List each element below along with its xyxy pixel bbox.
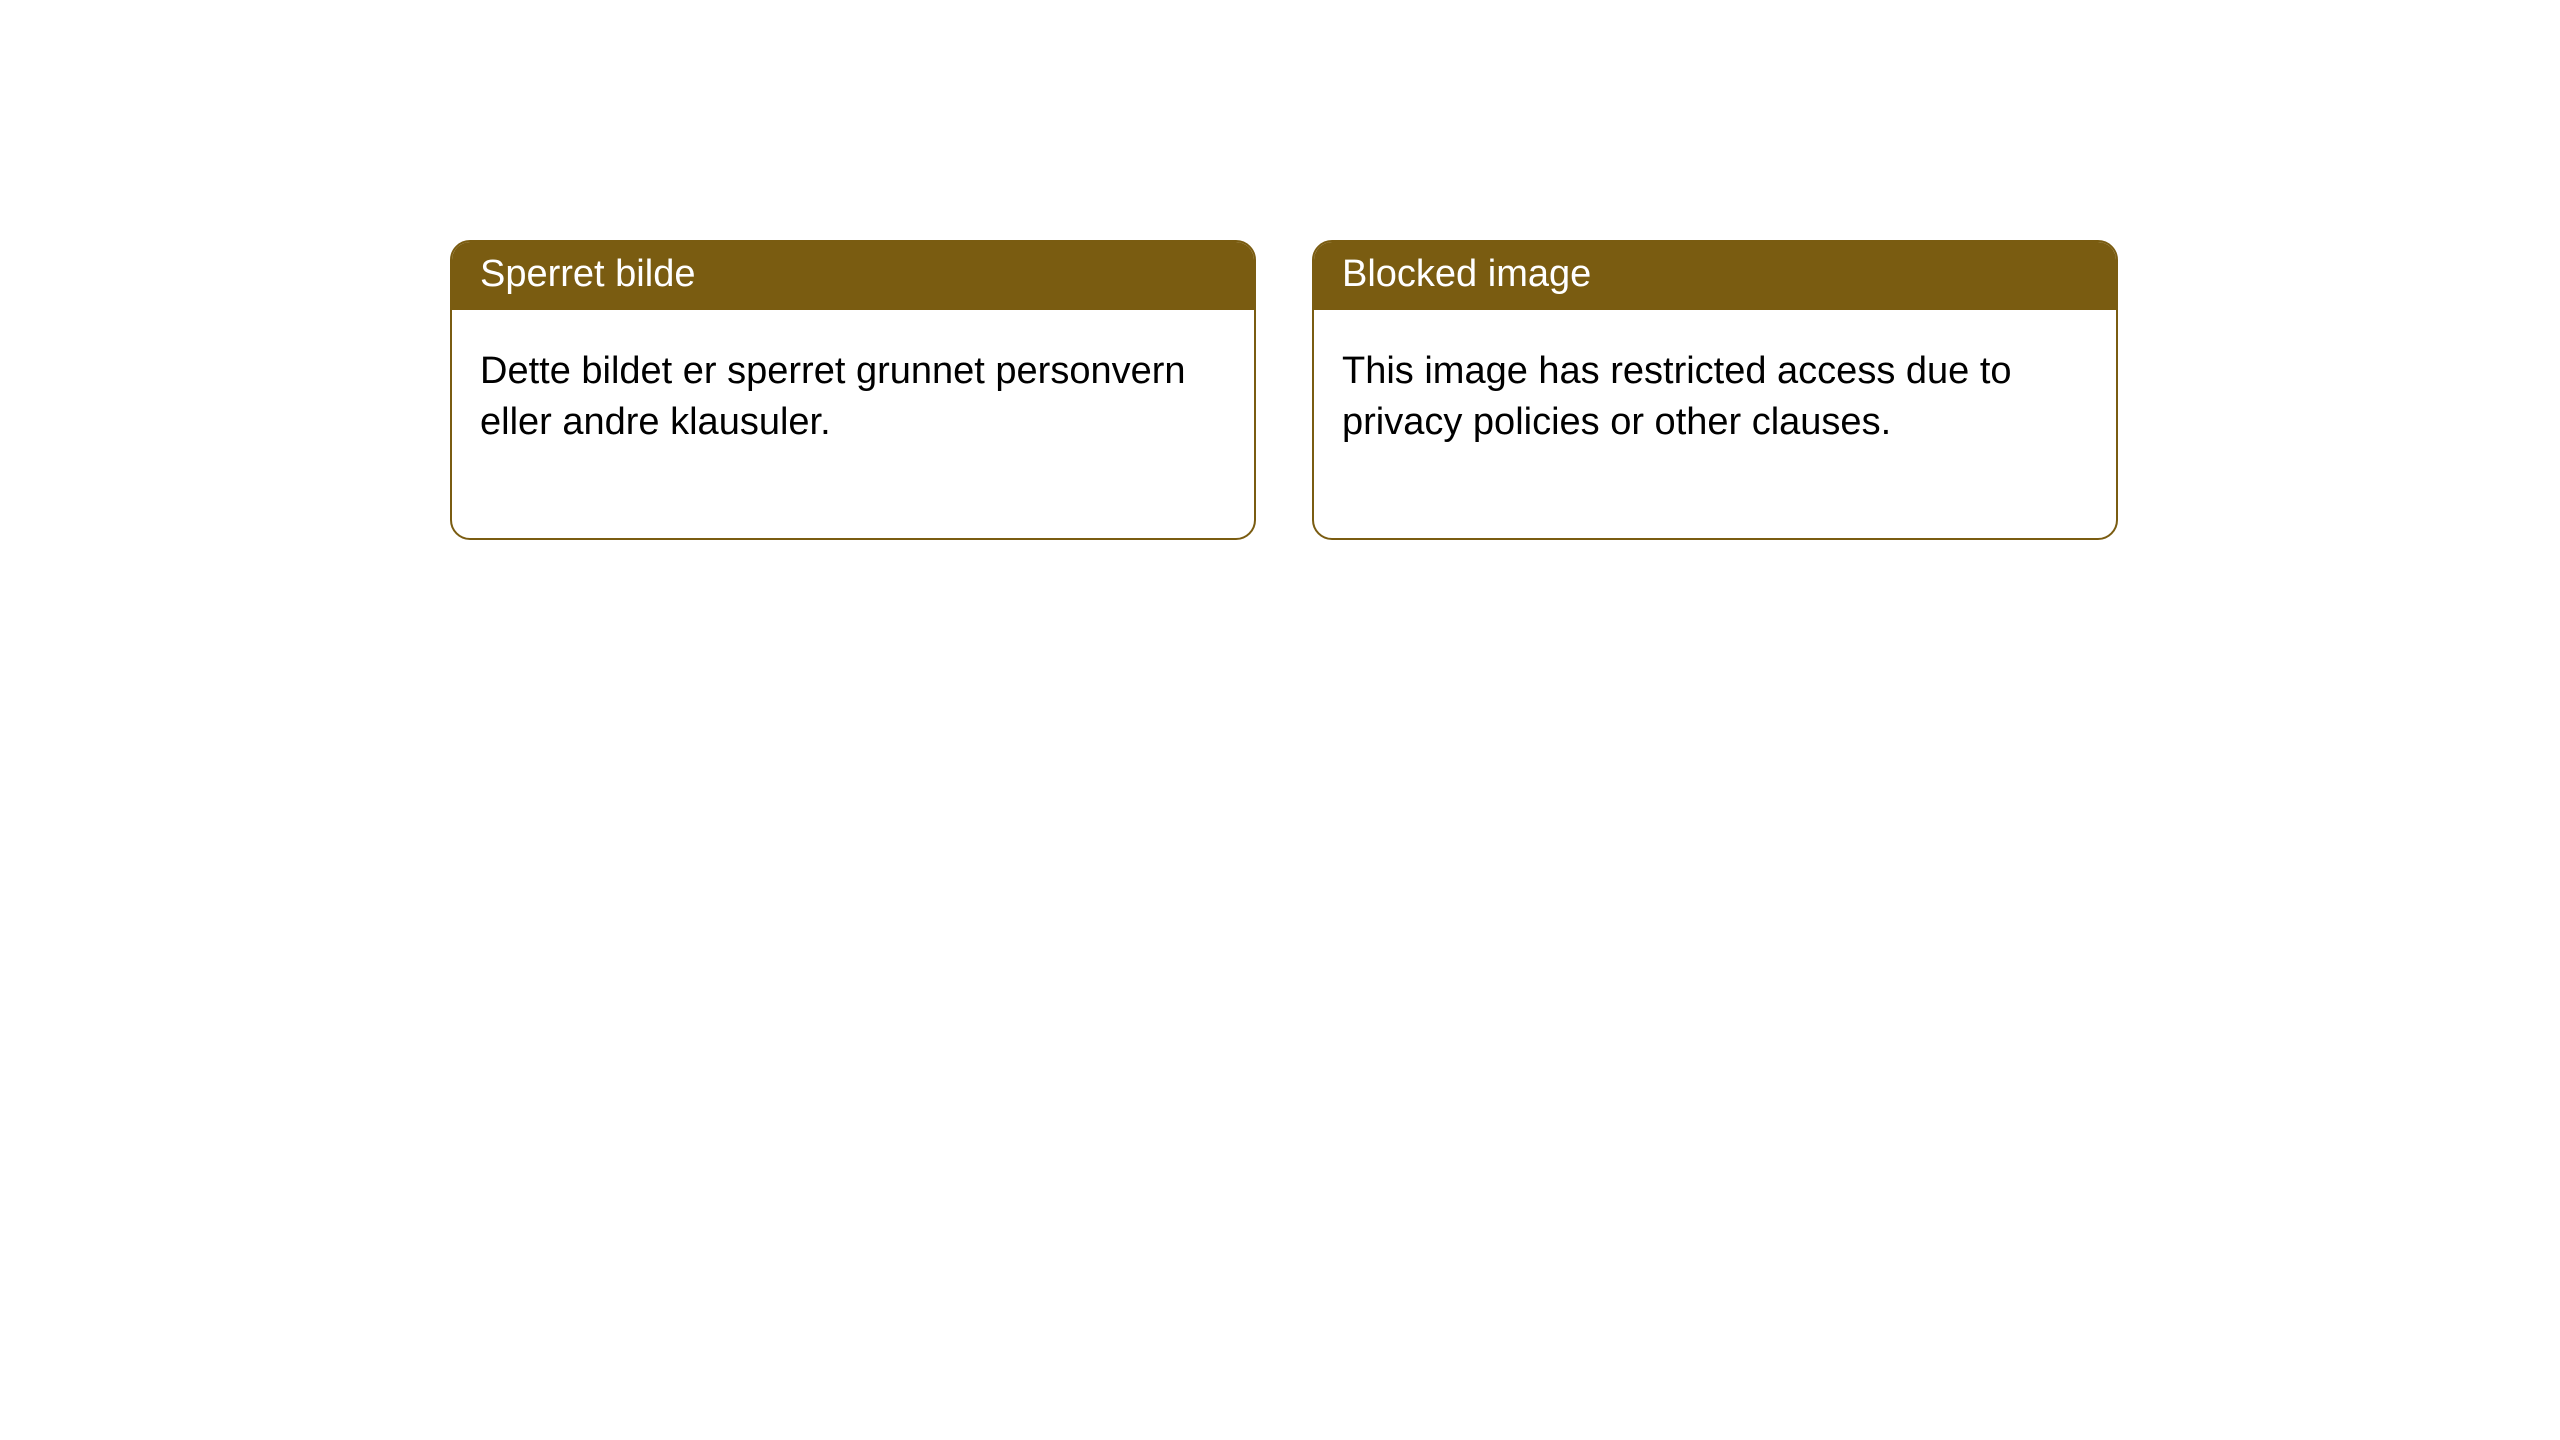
notice-body-en: This image has restricted access due to … bbox=[1314, 310, 2116, 539]
notice-card-en: Blocked image This image has restricted … bbox=[1312, 240, 2118, 540]
notice-body-no: Dette bildet er sperret grunnet personve… bbox=[452, 310, 1254, 539]
notice-card-no: Sperret bilde Dette bildet er sperret gr… bbox=[450, 240, 1256, 540]
notice-container: Sperret bilde Dette bildet er sperret gr… bbox=[0, 0, 2560, 540]
notice-header-no: Sperret bilde bbox=[452, 242, 1254, 310]
notice-header-en: Blocked image bbox=[1314, 242, 2116, 310]
